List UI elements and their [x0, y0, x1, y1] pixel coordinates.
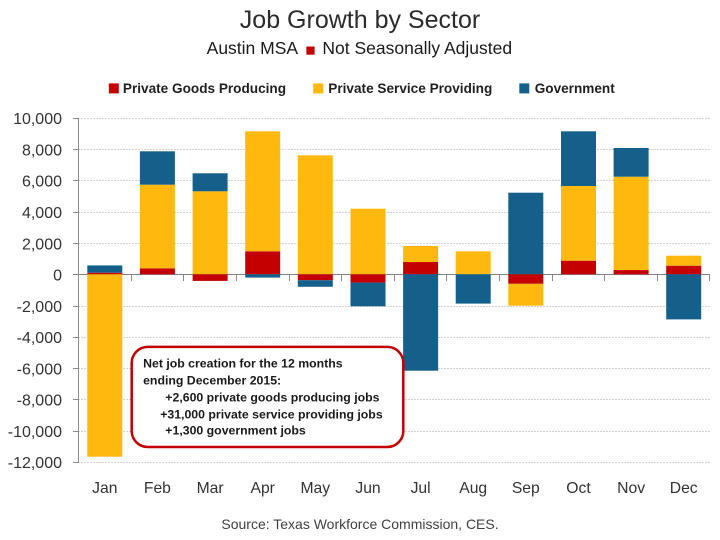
svg-text:Apr: Apr — [250, 480, 274, 497]
svg-text:10,000: 10,000 — [13, 111, 62, 128]
svg-text:Government: Government — [535, 81, 616, 96]
svg-text:May: May — [300, 480, 330, 497]
svg-text:Nov: Nov — [617, 480, 645, 497]
svg-text:-2,000: -2,000 — [17, 299, 62, 316]
svg-text:ending December 2015:: ending December 2015: — [143, 373, 281, 387]
svg-text:+31,000 private service provid: +31,000 private service providing jobs — [160, 408, 383, 422]
svg-text:2,000: 2,000 — [22, 236, 62, 253]
svg-text:-10,000: -10,000 — [8, 424, 62, 441]
svg-text:Job Growth by Sector: Job Growth by Sector — [240, 6, 480, 34]
svg-text:+2,600 private goods producing: +2,600 private goods producing jobs — [165, 391, 379, 405]
svg-text:Jun: Jun — [355, 480, 380, 497]
svg-text:Source: Texas Workforce Commis: Source: Texas Workforce Commission, CES. — [221, 516, 498, 532]
svg-text:Feb: Feb — [144, 480, 171, 497]
svg-text:Mar: Mar — [197, 480, 224, 497]
svg-text:Private Service Providing: Private Service Providing — [328, 81, 492, 96]
svg-text:-4,000: -4,000 — [17, 330, 62, 347]
svg-text:0: 0 — [53, 268, 62, 285]
svg-text:6,000: 6,000 — [22, 174, 62, 191]
svg-text:Jul: Jul — [411, 480, 431, 497]
svg-text:Sep: Sep — [512, 480, 540, 497]
svg-text:8,000: 8,000 — [22, 143, 62, 160]
svg-text:Austin MSA: Austin MSA — [207, 38, 299, 58]
svg-text:Net job creation for the 12 mo: Net job creation for the 12 months — [143, 356, 343, 370]
svg-text:-12,000: -12,000 — [8, 455, 62, 472]
svg-text:Not Seasonally Adjusted: Not Seasonally Adjusted — [322, 38, 512, 58]
svg-text:Aug: Aug — [459, 480, 487, 497]
svg-text:Private Goods Producing: Private Goods Producing — [123, 81, 286, 96]
svg-text:4,000: 4,000 — [22, 205, 62, 222]
svg-text:-8,000: -8,000 — [17, 393, 62, 410]
svg-text:Dec: Dec — [670, 480, 698, 497]
svg-text:+1,300 government jobs: +1,300 government jobs — [165, 423, 306, 437]
svg-text:-6,000: -6,000 — [17, 361, 62, 378]
svg-text:Jan: Jan — [92, 480, 117, 497]
svg-text:Oct: Oct — [566, 480, 591, 497]
